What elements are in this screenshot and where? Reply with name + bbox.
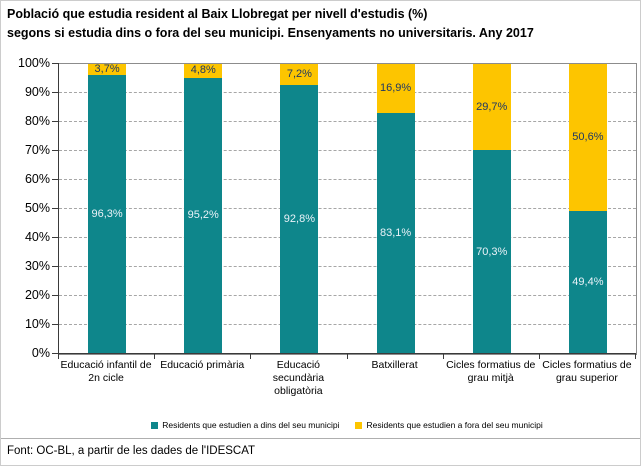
chart-title: Població que estudia resident al Baix Ll…: [7, 5, 636, 43]
gridline-10: [59, 324, 636, 325]
segment-dins: 92,8%: [280, 84, 319, 354]
y-axis-tick-label: 100%: [18, 56, 50, 70]
segment-fora-label: 50,6%: [572, 130, 604, 143]
y-axis-tick-mark: [52, 150, 58, 151]
x-axis-category-label: Batxillerat: [371, 359, 418, 371]
bar-category-3: 7,2% 92,8%: [280, 64, 319, 354]
x-axis-category-label: Cicles formatius de grau mitjà: [446, 359, 536, 384]
segment-fora: 16,9%: [376, 64, 415, 113]
x-axis-tick-mark: [154, 354, 156, 359]
footer-separator: [1, 438, 640, 439]
y-axis-tick-mark: [52, 237, 58, 238]
segment-dins-label: 95,2%: [187, 209, 219, 222]
segment-dins: 70,3%: [472, 150, 511, 354]
legend-swatch-icon: [355, 421, 363, 429]
x-axis-category-label: Educació infantil de 2n cicle: [60, 359, 152, 384]
y-axis-tick-label: 70%: [24, 143, 50, 157]
y-axis-tick-mark: [52, 63, 58, 64]
gridline-30: [59, 266, 636, 267]
y-axis-tick-label: 20%: [24, 288, 50, 302]
bar-category-1: 3,7% 96,3%: [88, 62, 127, 354]
bar-category-6: 50,6% 49,4%: [568, 64, 607, 354]
x-axis-tick-mark: [346, 354, 348, 359]
segment-fora-label: 16,9%: [379, 82, 412, 94]
legend-item-dins: Residents que estudien a dins del seu mu…: [151, 420, 339, 430]
x-axis-category-label: Educació primària: [160, 359, 245, 371]
y-axis-tick-label: 80%: [24, 114, 50, 128]
bar-category-4: 16,9% 83,1%: [376, 64, 415, 354]
x-axis-tick-mark: [442, 354, 444, 359]
chart-title-line1: Població que estudia resident al Baix Ll…: [7, 7, 428, 21]
x-axis-category-label: Educació secundària obligatòria: [272, 359, 325, 397]
chart-title-line2: segons si estudia dins o fora del seu mu…: [7, 26, 534, 40]
legend-swatch-icon: [151, 421, 159, 429]
y-axis-tick-label: 50%: [24, 201, 50, 215]
segment-dins-label: 49,4%: [572, 275, 604, 288]
segment-fora-label: 4,8%: [190, 64, 216, 77]
y-axis-tick-label: 40%: [24, 230, 50, 244]
segment-fora: 29,7%: [472, 64, 511, 151]
y-axis-tick-label: 60%: [24, 172, 50, 186]
segment-dins: 49,4%: [568, 210, 607, 354]
segment-fora: 7,2%: [280, 64, 319, 85]
y-axis-tick-mark: [52, 92, 58, 93]
x-axis-tick-mark: [58, 354, 59, 359]
segment-dins-label: 83,1%: [379, 226, 412, 239]
legend: Residents que estudien a dins del seu mu…: [58, 420, 636, 430]
gridline-70: [59, 150, 636, 151]
y-axis-tick-label: 10%: [24, 317, 50, 331]
y-axis-tick-label: 30%: [24, 259, 50, 273]
x-axis-tick-mark: [250, 354, 252, 359]
segment-dins: 95,2%: [184, 77, 223, 354]
y-axis-tick-mark: [52, 295, 58, 296]
segment-dins-label: 96,3%: [91, 207, 123, 220]
x-axis-tick-mark: [538, 354, 540, 359]
segment-fora: 3,7%: [88, 62, 127, 75]
legend-item-fora: Residents que estudien a fora del seu mu…: [355, 420, 543, 430]
segment-fora-label: 29,7%: [476, 100, 508, 113]
segment-fora-label: 3,7%: [94, 62, 120, 75]
bar-category-5: 29,7% 70,3%: [472, 64, 511, 354]
bar-category-2: 4,8% 95,2%: [184, 64, 223, 354]
segment-fora: 4,8%: [184, 64, 223, 78]
gridline-50: [59, 208, 636, 209]
y-axis-tick-mark: [52, 324, 58, 325]
gridline-20: [59, 295, 636, 296]
y-axis-tick-mark: [52, 121, 58, 122]
legend-label: Residents que estudien a dins del seu mu…: [162, 420, 340, 430]
gridline-40: [59, 237, 636, 238]
legend-label: Residents que estudien a fora del seu mu…: [366, 420, 543, 430]
segment-fora: 50,6%: [568, 64, 607, 211]
x-axis-tick-mark: [635, 354, 636, 359]
x-axis-category-label: Cicles formatius de grau superior: [542, 359, 632, 384]
gridline-90: [59, 92, 636, 93]
source-note: Font: OC-BL, a partir de les dades de l'…: [7, 445, 256, 457]
segment-dins-label: 92,8%: [283, 212, 315, 225]
gridline-80: [59, 121, 636, 122]
y-axis-tick-label: 0%: [31, 346, 50, 360]
y-axis-tick-mark: [52, 179, 58, 180]
x-axis-line: [58, 353, 636, 354]
segment-dins: 83,1%: [376, 113, 415, 354]
y-axis-tick-label: 90%: [24, 85, 50, 99]
y-axis-tick-mark: [52, 266, 58, 267]
y-axis-tick-mark: [52, 208, 58, 209]
gridline-60: [59, 179, 636, 180]
plot-area: 3,7% 96,3% 4,8% 95,2% 7,2% 92,8% 16,9% 83,1% 29,…: [58, 63, 637, 355]
segment-fora-label: 7,2%: [286, 67, 312, 80]
y-axis-line: [58, 63, 59, 354]
y-axis-tick-mark: [52, 353, 58, 354]
segment-dins-label: 70,3%: [476, 245, 508, 258]
segment-dins: 96,3%: [88, 74, 127, 354]
